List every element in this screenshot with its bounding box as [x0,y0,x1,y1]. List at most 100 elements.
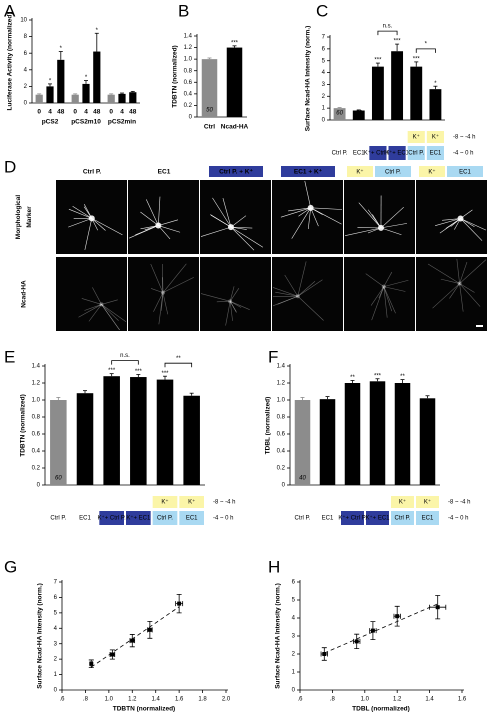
bracket-label: * [425,41,428,47]
neurite [150,263,164,293]
significance-label: ** [350,375,355,381]
x-tick-label: 48 [129,109,137,116]
y-tick-label: 3 [292,634,296,640]
pretreatment-label: K⁺ [188,499,195,506]
y-tick-label: 1 [292,670,296,676]
x-tick-label: 1.0 [105,697,114,703]
neurite [158,292,164,325]
n-label: 29 [398,476,406,482]
scale-bar [476,325,483,327]
x-tick-label: K⁺+ Ctrl P. [338,515,367,522]
neurite [297,281,316,297]
neurite [91,218,123,236]
x-tick-label: 2.0 [222,697,231,703]
bar [410,66,423,120]
column-box [375,166,411,177]
category-box [126,511,151,525]
neurite [230,301,242,308]
category-box [99,511,124,525]
column-label: Ctrl P. [385,170,401,176]
bar [46,86,54,103]
neurite [162,263,187,293]
soma [155,222,162,229]
n-label: 58 [432,111,439,117]
column-label: EC1 [158,169,171,176]
time-label: -8 ~ -4 h [448,500,471,506]
significance-label: *** [394,39,402,45]
n-label: 60 [108,476,115,482]
neurite [88,304,102,322]
pretreatment-label: K⁺ [399,499,406,506]
neurite [210,214,232,228]
x-tick-label: Ctrl [204,124,215,131]
column-label: K⁺ [428,169,435,176]
significance-label: *** [108,368,116,374]
n-label: 50 [206,108,213,114]
bar [93,51,101,103]
x-tick-label: K⁺+ EC1 [126,515,151,522]
bar [371,66,384,120]
column-label: EC1 [459,170,471,176]
neurite [78,304,102,318]
y-tick-label: 1.2 [32,381,41,387]
y-tick-label: 5 [54,610,58,616]
x-tick-label: 1.6 [458,697,467,703]
n-label: 58 [188,476,195,482]
x-tick-label: 1.2 [393,697,402,703]
x-tick-label: EC1 [79,516,91,522]
significance-label: ** [400,374,405,380]
x-tick-label: .8 [83,697,89,703]
neurite [140,211,159,226]
pretreatment-box [426,131,444,143]
trend-line [91,606,180,668]
pretreatment-box [179,496,204,508]
column-label: EC1 + K⁺ [294,169,323,176]
x-tick-label: 0 [109,109,113,116]
y-axis-label: TDBTN (normalized) [172,45,179,107]
n-label: 60 [336,111,343,117]
group-label: pCS2m10 [71,119,101,126]
y-tick-label: 0 [282,483,286,489]
neurite [140,225,159,230]
neurite [230,301,250,310]
neurite [297,296,324,321]
y-tick-label: 1.4 [277,364,286,370]
x-tick-label: 1.8 [198,697,207,703]
micrograph [344,257,415,331]
time-label: -8 ~ -4 h [213,500,236,506]
y-tick-label: 2 [292,652,296,658]
neurite [200,293,231,302]
point [147,627,152,632]
micrograph [128,257,199,331]
neurite [162,292,169,315]
neurite [380,206,404,229]
panel-letter: H [268,557,280,576]
neurite [442,218,461,221]
column-box [447,166,483,177]
neurite [297,279,323,297]
panel-letter: D [4,157,16,176]
bar [429,89,442,120]
y-tick-label: 6 [54,595,58,601]
neurite [158,196,161,226]
x-tick-label: K⁺+ EC1 [385,150,410,157]
category-box [152,511,178,525]
neurite [222,198,232,228]
trend-line [324,603,438,654]
soma [228,299,233,304]
y-tick-label: 4 [322,70,326,76]
significance-label: * [49,78,52,84]
bar [50,400,67,485]
neurite [158,225,181,233]
neurite [161,292,164,311]
neurite [449,283,460,299]
bracket-label: n.s. [120,353,130,359]
y-tick-label: 1.2 [277,381,286,387]
y-tick-label: 0.2 [277,466,286,472]
neurite [383,286,406,292]
x-tick-label: K⁺+ EC1 [365,515,390,522]
time-label: -4 ~ 0 h [448,516,469,522]
x-tick-label: Ctrl P. [50,516,66,522]
neurite [344,227,382,236]
x-tick-label: .8 [330,697,336,703]
